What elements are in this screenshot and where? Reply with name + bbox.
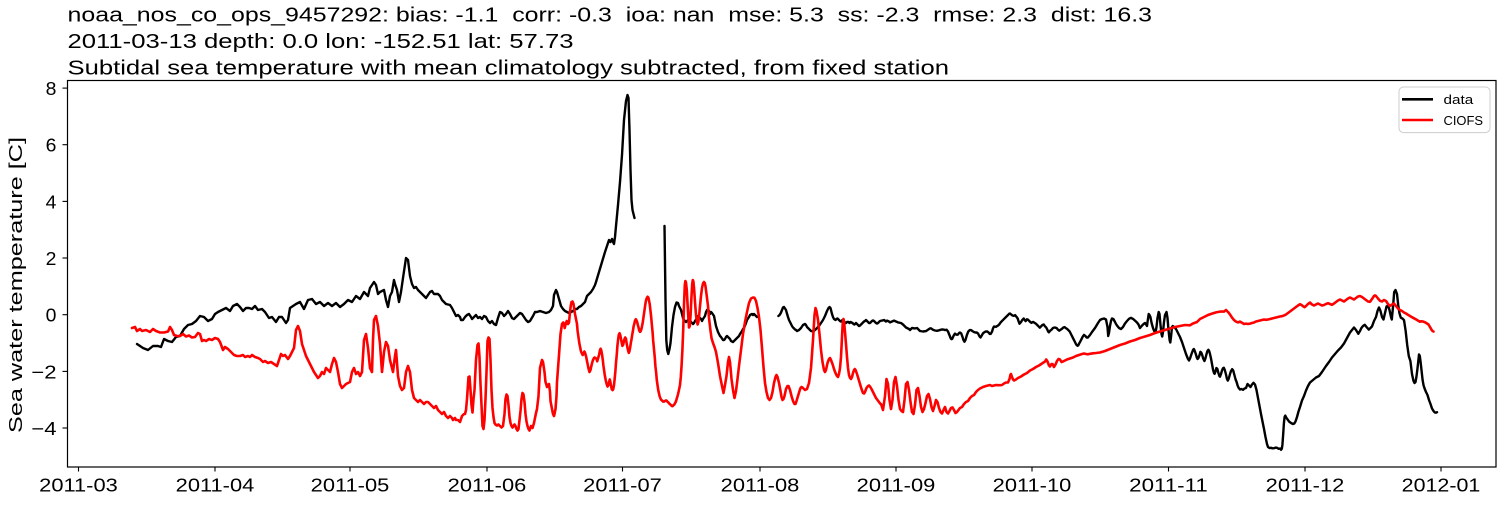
svg-text:2011-06: 2011-06 bbox=[448, 475, 527, 496]
svg-text:−4: −4 bbox=[31, 418, 56, 439]
svg-text:2012-01: 2012-01 bbox=[1402, 475, 1481, 496]
svg-text:0: 0 bbox=[46, 305, 57, 326]
svg-text:noaa_nos_co_ops_9457292: bias:: noaa_nos_co_ops_9457292: bias: -1.1 corr… bbox=[68, 5, 1153, 27]
svg-text:6: 6 bbox=[46, 135, 57, 156]
svg-text:CIOFS: CIOFS bbox=[1444, 113, 1484, 128]
svg-text:2011-03: 2011-03 bbox=[39, 475, 118, 496]
svg-text:−2: −2 bbox=[31, 361, 56, 382]
svg-text:2011-03-13 depth: 0.0 lon: -15: 2011-03-13 depth: 0.0 lon: -152.51 lat: … bbox=[68, 31, 574, 53]
svg-text:Subtidal sea temperature with: Subtidal sea temperature with mean clima… bbox=[68, 58, 950, 80]
svg-text:4: 4 bbox=[46, 191, 57, 212]
svg-text:2011-05: 2011-05 bbox=[311, 475, 390, 496]
svg-text:2011-12: 2011-12 bbox=[1266, 475, 1345, 496]
svg-text:2011-11: 2011-11 bbox=[1129, 475, 1208, 496]
svg-text:2011-10: 2011-10 bbox=[993, 475, 1072, 496]
svg-text:2011-04: 2011-04 bbox=[176, 475, 255, 496]
svg-text:Sea water temperature [C]: Sea water temperature [C] bbox=[5, 137, 26, 433]
svg-text:2011-09: 2011-09 bbox=[857, 475, 936, 496]
svg-text:data: data bbox=[1444, 92, 1475, 107]
svg-text:8: 8 bbox=[46, 78, 57, 99]
svg-text:2011-08: 2011-08 bbox=[721, 475, 800, 496]
svg-text:2011-07: 2011-07 bbox=[583, 475, 662, 496]
svg-text:2: 2 bbox=[46, 248, 57, 269]
